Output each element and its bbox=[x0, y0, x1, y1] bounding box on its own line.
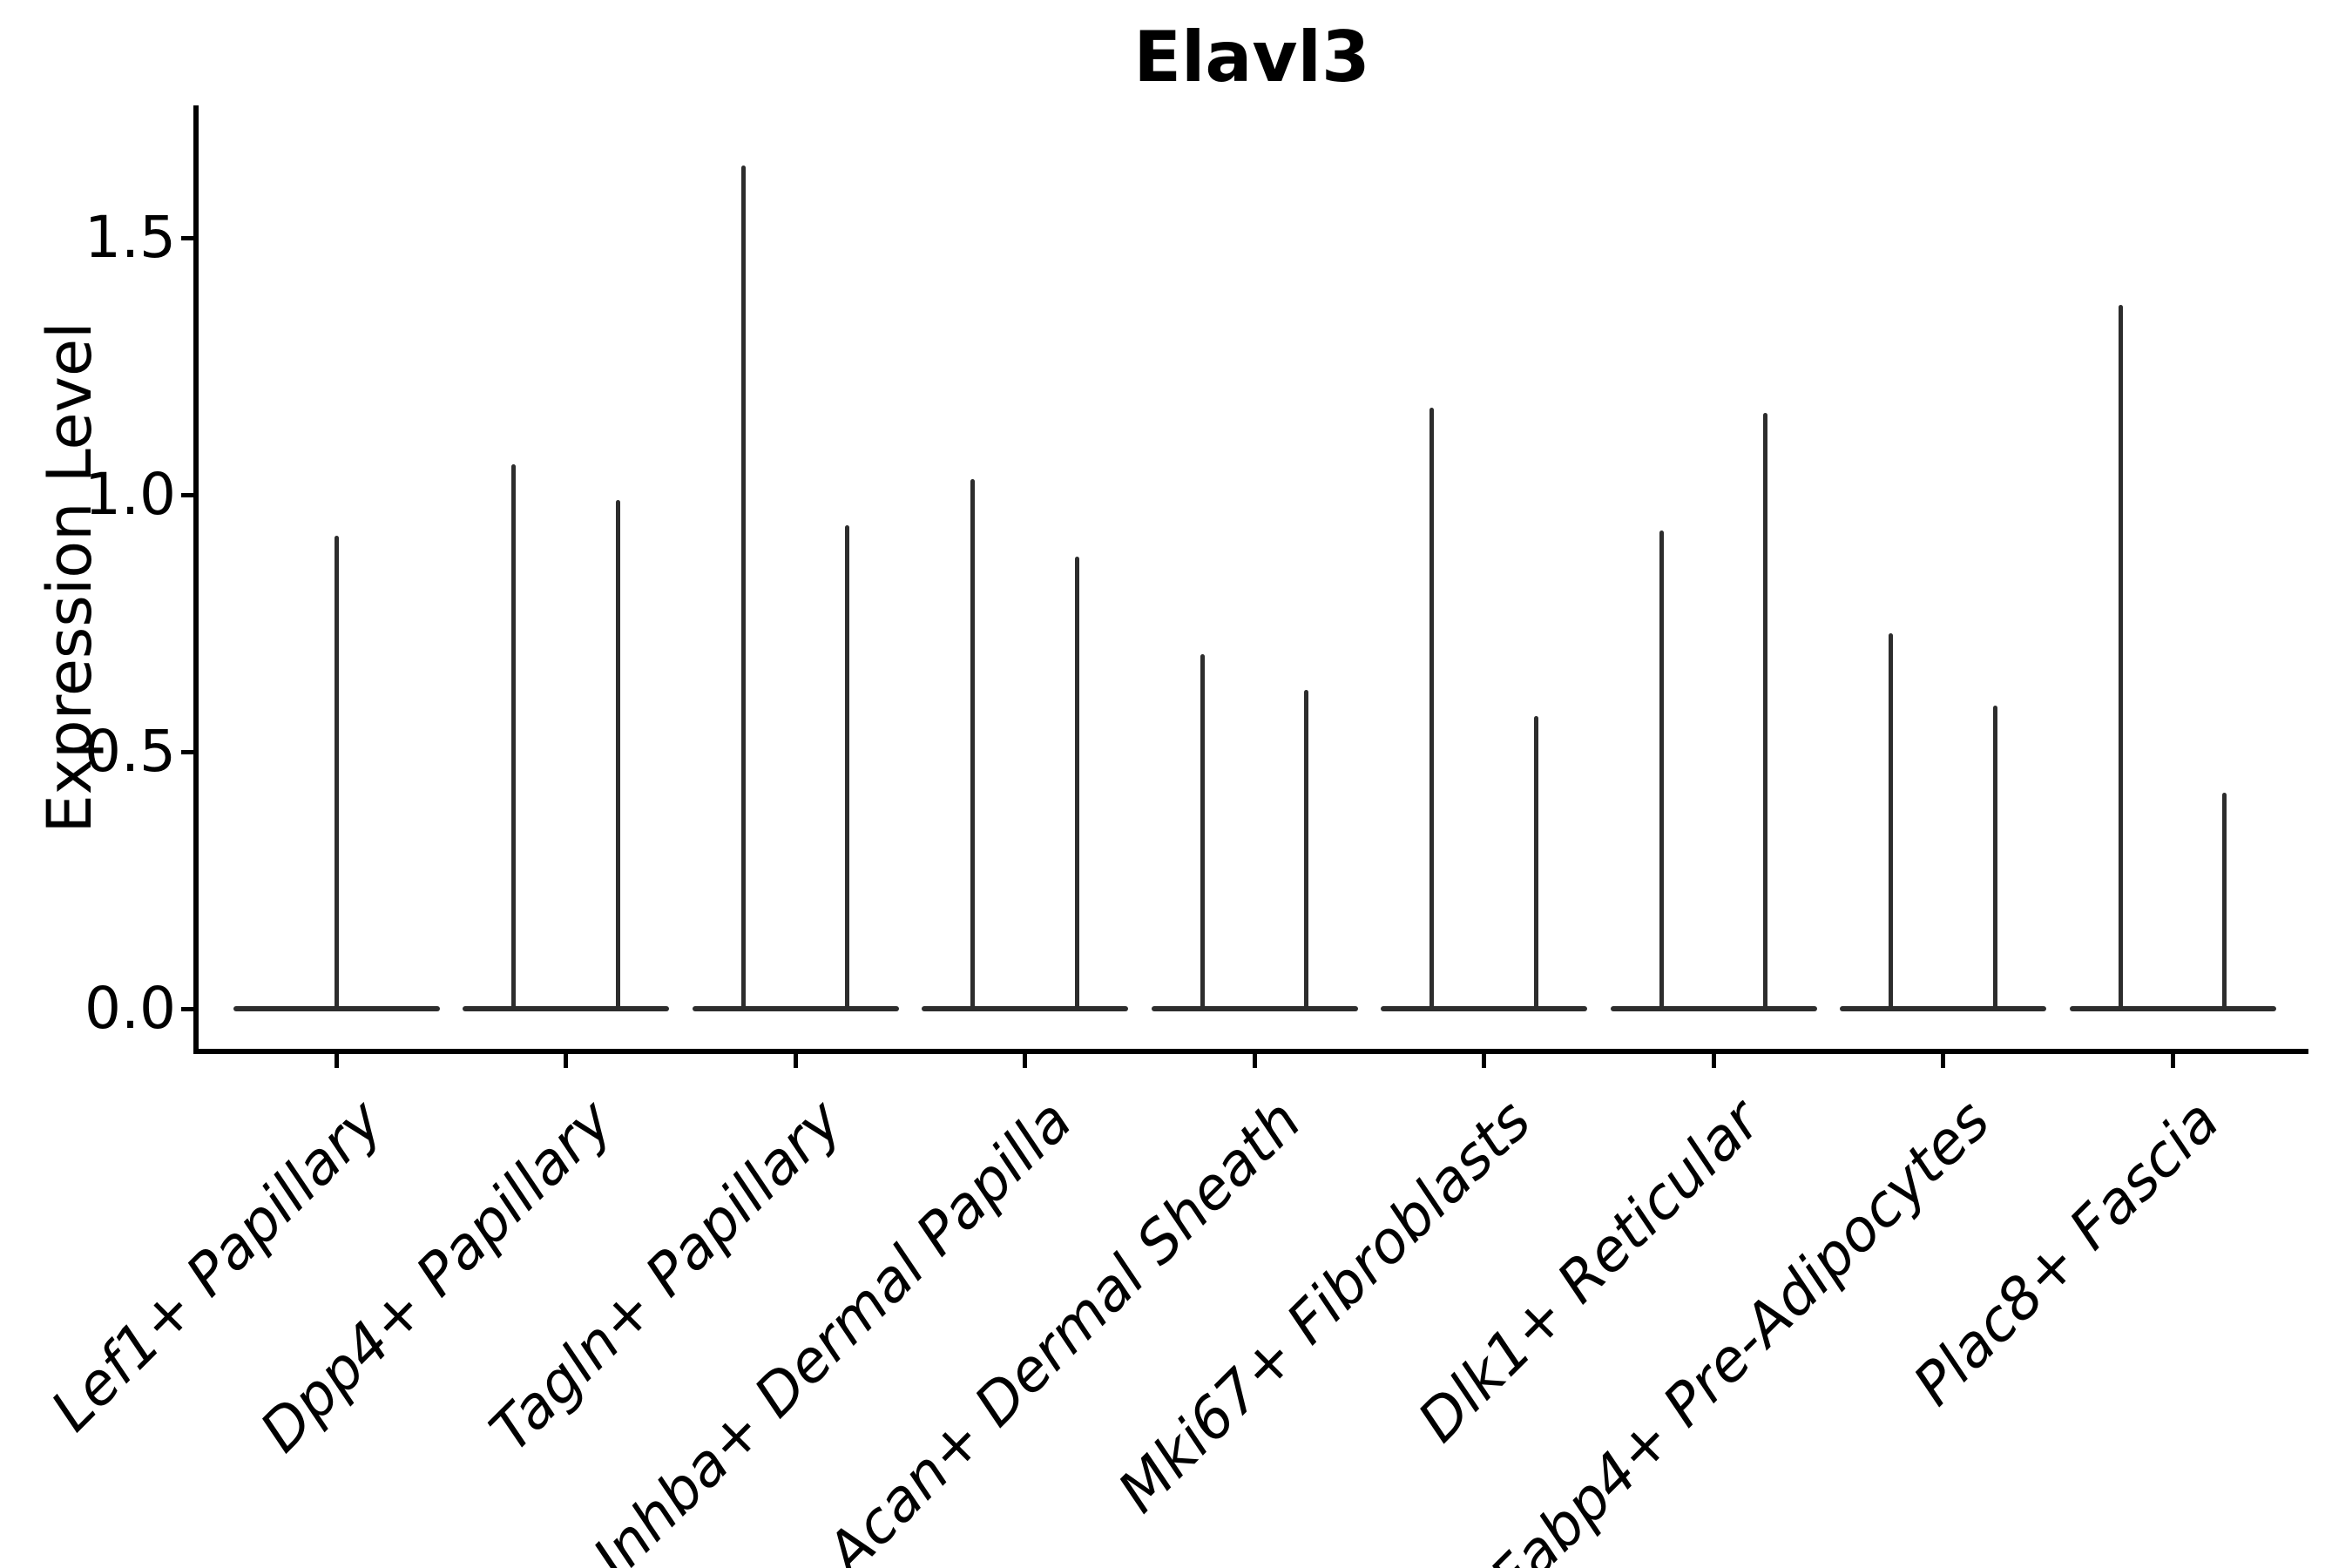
violin-spike bbox=[1429, 407, 1435, 1009]
x-tick-mark bbox=[334, 1054, 339, 1068]
x-tick-mark bbox=[1482, 1054, 1486, 1068]
y-tick-label: 0.5 bbox=[84, 718, 176, 785]
violin-spike bbox=[615, 499, 620, 1009]
violin-spike bbox=[1074, 556, 1079, 1009]
x-tick-mark bbox=[793, 1054, 798, 1068]
violin-base bbox=[1610, 1006, 1817, 1011]
y-tick-mark bbox=[181, 492, 193, 497]
violin-spike bbox=[1992, 705, 1997, 1009]
violin-spike bbox=[2118, 304, 2123, 1009]
violin-spike bbox=[970, 479, 976, 1009]
violin-spike bbox=[1659, 531, 1664, 1009]
y-tick-mark bbox=[181, 1006, 193, 1011]
violin-base bbox=[1381, 1006, 1587, 1011]
x-tick-label: Mki67+ Fibroblasts bbox=[1105, 1086, 1544, 1526]
violin-spike bbox=[334, 536, 339, 1009]
x-tick-mark bbox=[564, 1054, 568, 1068]
violin-spike bbox=[511, 463, 517, 1009]
x-tick-mark bbox=[1711, 1054, 1716, 1068]
x-tick-mark bbox=[1023, 1054, 1027, 1068]
violin-base bbox=[692, 1006, 899, 1011]
violin-base bbox=[922, 1006, 1128, 1011]
x-tick-mark bbox=[1941, 1054, 1945, 1068]
y-tick-mark bbox=[181, 749, 193, 754]
violin-spike bbox=[845, 525, 850, 1009]
violin-spike bbox=[1763, 412, 1768, 1009]
violin-base bbox=[2069, 1006, 2276, 1011]
violin-base bbox=[233, 1006, 440, 1011]
violin-base bbox=[1151, 1006, 1358, 1011]
x-axis-spine bbox=[193, 1049, 2308, 1054]
x-tick-mark bbox=[1252, 1054, 1257, 1068]
y-tick-label: 1.5 bbox=[84, 204, 176, 271]
x-tick-label: Acan+ Dermal Sheath bbox=[813, 1086, 1315, 1568]
y-tick-label: 1.0 bbox=[84, 461, 176, 528]
violin-base bbox=[1840, 1006, 2046, 1011]
chart-title: Elavl3 bbox=[1133, 17, 1370, 98]
violin-spike bbox=[740, 166, 746, 1009]
violin-spike bbox=[1889, 633, 1894, 1009]
y-tick-mark bbox=[181, 235, 193, 240]
x-tick-mark bbox=[2170, 1054, 2175, 1068]
y-axis-spine bbox=[193, 105, 199, 1054]
violin-spike bbox=[2222, 793, 2227, 1009]
violin-spike bbox=[1200, 653, 1205, 1009]
violin-spike bbox=[1533, 715, 1538, 1009]
violin-base bbox=[463, 1006, 669, 1011]
violin-spike bbox=[1304, 690, 1309, 1009]
y-tick-label: 0.0 bbox=[84, 975, 176, 1042]
